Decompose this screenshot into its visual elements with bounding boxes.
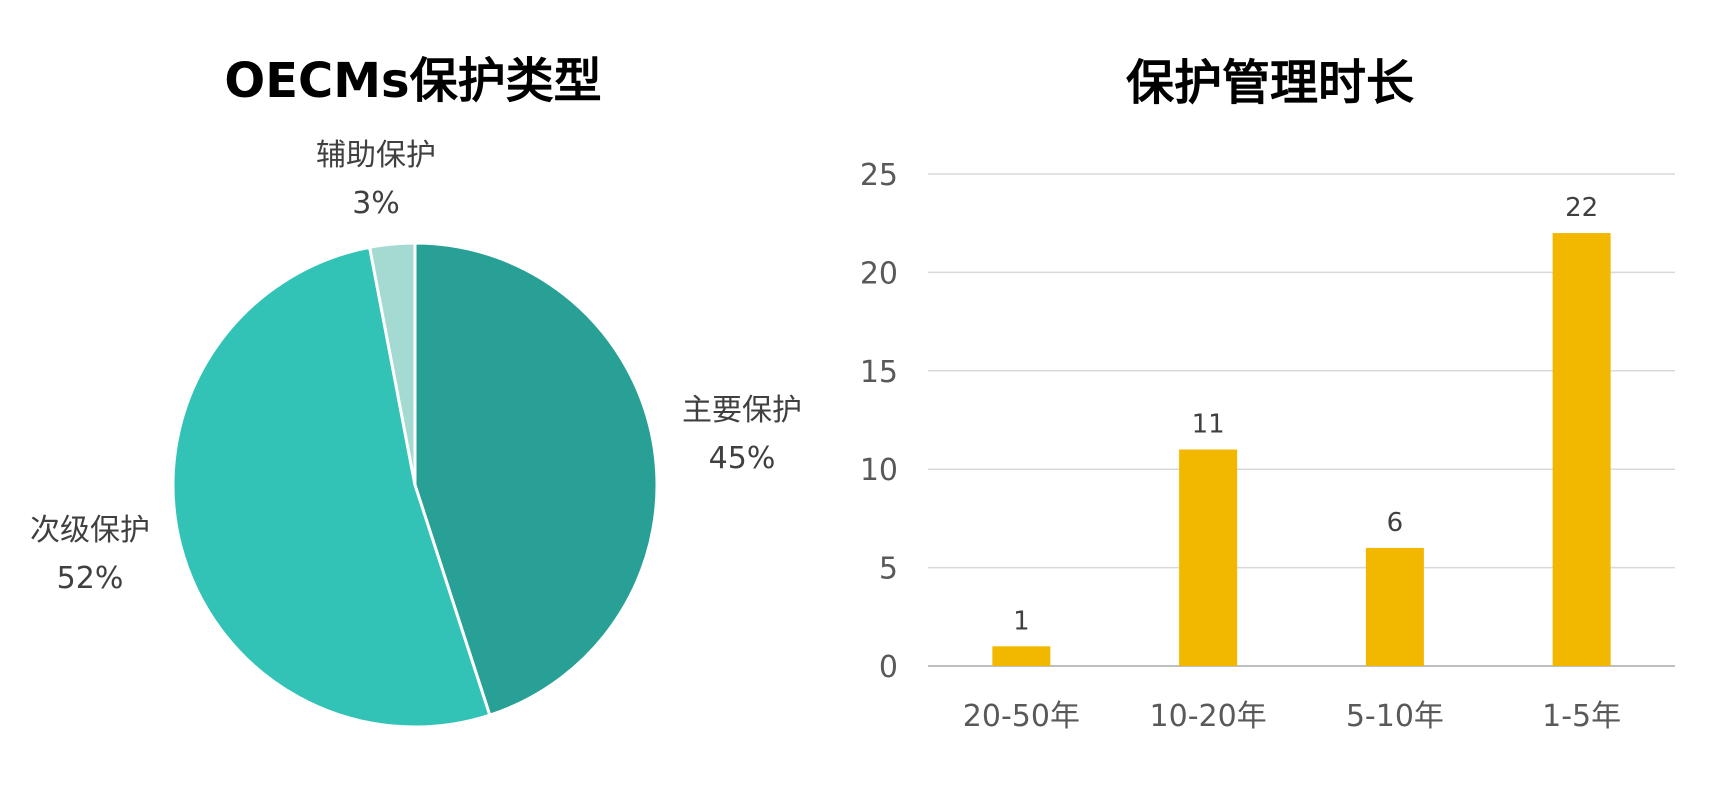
- x-tick-label: 5-10年: [1346, 699, 1444, 734]
- pie-slice-name: 辅助保护: [316, 138, 436, 173]
- pie-slices: [171, 241, 659, 729]
- pie-slice-percent: 52%: [57, 561, 124, 596]
- y-tick-label: 20: [860, 256, 898, 291]
- y-tick-label: 5: [879, 552, 898, 587]
- pie-slice: [367, 241, 417, 486]
- pie-slice: [171, 245, 492, 729]
- bar-value-label: 11: [1192, 410, 1225, 440]
- pie-slice: [413, 241, 659, 718]
- pie-slice-name: 次级保护: [30, 513, 150, 548]
- bar: [1179, 449, 1238, 666]
- x-tick-label: 1-5年: [1542, 699, 1621, 734]
- bar: [992, 646, 1051, 666]
- pie-slice-percent: 45%: [709, 441, 776, 476]
- y-tick-label: 15: [860, 355, 898, 390]
- pie-slice-name: 主要保护: [682, 393, 802, 428]
- pie-chart-title: OECMs保护类型: [224, 53, 601, 109]
- x-tick-label: 10-20年: [1150, 699, 1267, 734]
- bar-y-ticks: 0 5 10 15 20 25: [860, 158, 898, 685]
- pie-slice-percent: 3%: [352, 186, 400, 221]
- bar-value-label: 1: [1013, 606, 1030, 636]
- bar-gridlines: [928, 173, 1675, 667]
- bar-bars: [992, 233, 1611, 667]
- bar: [1365, 547, 1424, 666]
- y-tick-label: 10: [860, 453, 898, 488]
- y-tick-label: 25: [860, 158, 898, 193]
- y-tick-label: 0: [879, 650, 898, 685]
- pie-chart: OECMs保护类型 主要保护 45% 次级保护 52% 辅助保护 3%: [30, 53, 802, 729]
- bar-x-ticks: 20-50年 10-20年 5-10年 1-5年: [963, 699, 1621, 734]
- bar-value-label: 22: [1565, 193, 1598, 223]
- bar: [1552, 233, 1611, 667]
- x-tick-label: 20-50年: [963, 699, 1080, 734]
- pie-labels: 主要保护 45% 次级保护 52% 辅助保护 3%: [30, 138, 802, 596]
- bar-chart-title: 保护管理时长: [1126, 55, 1414, 111]
- bar-value-label: 6: [1387, 508, 1404, 538]
